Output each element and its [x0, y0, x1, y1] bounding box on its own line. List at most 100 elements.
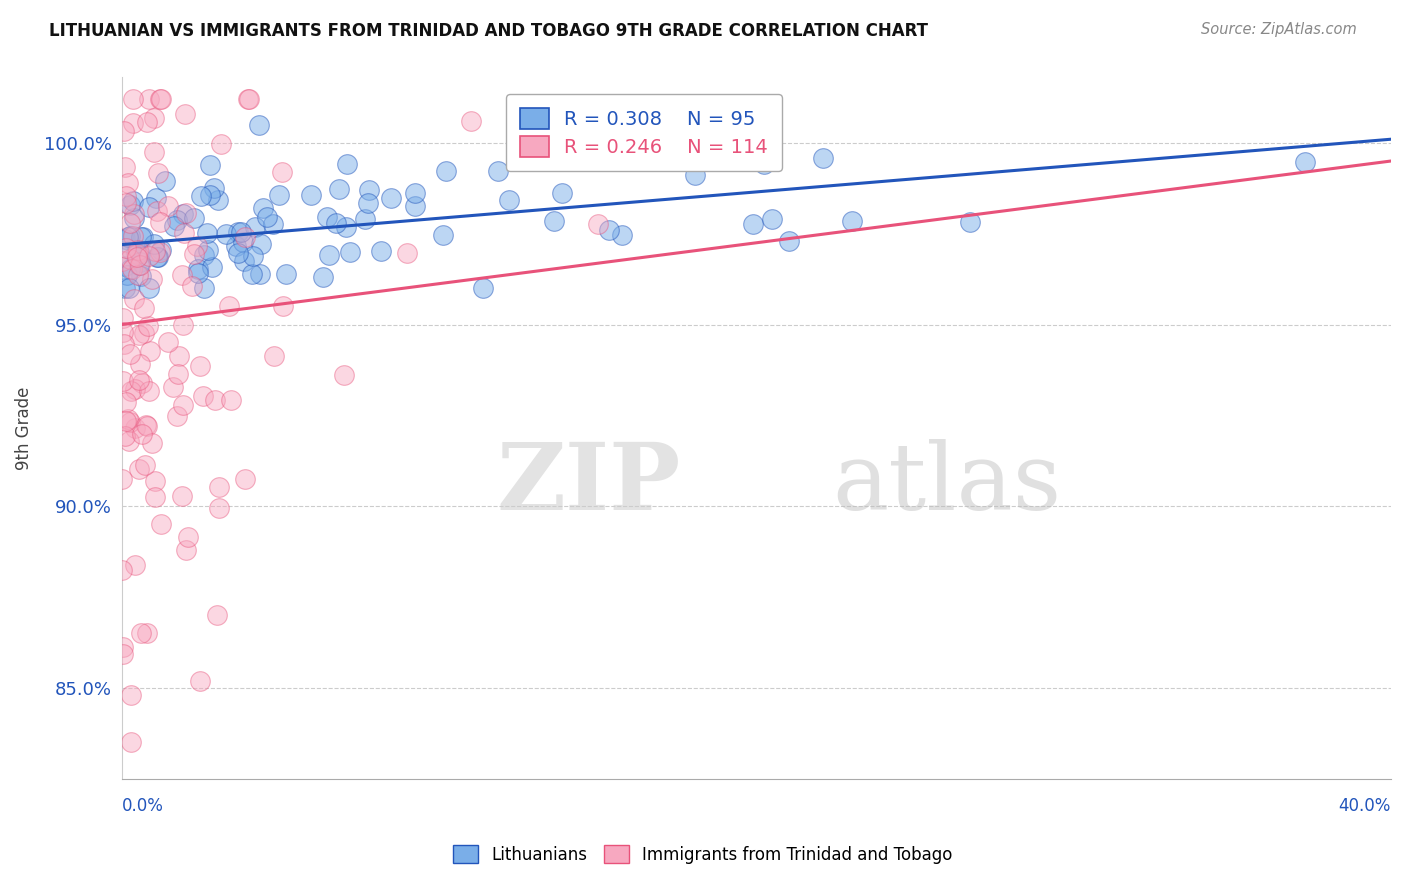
Point: [226, 245, 249, 260]
Point: [128, 372, 150, 386]
Point: [586, 217, 609, 231]
Point: [173, 226, 195, 240]
Point: [112, 325, 135, 339]
Point: [181, 279, 204, 293]
Point: [311, 269, 333, 284]
Point: [186, 239, 208, 253]
Point: [111, 647, 134, 661]
Point: [114, 429, 136, 443]
Point: [117, 176, 139, 190]
Point: [118, 281, 141, 295]
Point: [141, 436, 163, 450]
Point: [135, 115, 157, 129]
Point: [183, 247, 205, 261]
Point: [163, 219, 186, 234]
Point: [190, 189, 212, 203]
Point: [129, 247, 152, 261]
Point: [354, 211, 377, 226]
Point: [129, 625, 152, 640]
Point: [128, 255, 150, 269]
Point: [333, 368, 356, 382]
Point: [138, 92, 160, 106]
Point: [149, 92, 172, 106]
Point: [249, 268, 271, 282]
Point: [166, 409, 188, 423]
Point: [231, 225, 253, 239]
Point: [238, 92, 260, 106]
Point: [127, 250, 149, 264]
Point: [114, 196, 136, 211]
Point: [204, 393, 226, 408]
Point: [380, 191, 402, 205]
Point: [432, 227, 454, 242]
Text: 40.0%: 40.0%: [1339, 797, 1391, 815]
Point: [136, 418, 159, 433]
Point: [761, 211, 783, 226]
Point: [208, 501, 231, 516]
Point: [120, 243, 142, 257]
Point: [114, 260, 136, 274]
Point: [201, 260, 224, 274]
Point: [754, 157, 776, 171]
Point: [148, 244, 170, 259]
Point: [121, 194, 143, 209]
Point: [335, 220, 357, 235]
Point: [318, 248, 340, 262]
Point: [193, 281, 215, 295]
Point: [141, 271, 163, 285]
Point: [122, 116, 145, 130]
Point: [136, 626, 159, 640]
Point: [138, 343, 160, 358]
Point: [316, 210, 339, 224]
Point: [115, 241, 138, 255]
Point: [247, 118, 270, 132]
Point: [157, 335, 180, 350]
Point: [188, 673, 211, 688]
Point: [114, 281, 136, 295]
Point: [238, 92, 260, 106]
Point: [263, 349, 285, 363]
Point: [118, 229, 141, 244]
Point: [134, 301, 156, 315]
Point: [143, 145, 166, 159]
Point: [176, 206, 198, 220]
Point: [209, 137, 232, 152]
Point: [778, 234, 800, 248]
Point: [128, 328, 150, 343]
Point: [112, 123, 135, 137]
Point: [273, 299, 295, 313]
Point: [187, 266, 209, 280]
Point: [242, 249, 264, 263]
Point: [112, 337, 135, 351]
Point: [127, 244, 149, 258]
Point: [118, 415, 141, 429]
Point: [138, 281, 160, 295]
Point: [135, 417, 157, 432]
Point: [131, 268, 153, 283]
Point: [149, 214, 172, 228]
Point: [124, 558, 146, 572]
Point: [486, 163, 509, 178]
Point: [111, 472, 134, 486]
Point: [128, 357, 150, 371]
Point: [336, 156, 359, 170]
Point: [111, 374, 134, 388]
Point: [683, 168, 706, 182]
Point: [131, 230, 153, 244]
Point: [233, 254, 256, 268]
Point: [215, 227, 238, 241]
Point: [498, 193, 520, 207]
Point: [145, 203, 167, 218]
Point: [610, 228, 633, 243]
Point: [434, 163, 457, 178]
Point: [142, 112, 165, 126]
Text: Source: ZipAtlas.com: Source: ZipAtlas.com: [1201, 22, 1357, 37]
Point: [472, 281, 495, 295]
Point: [226, 225, 249, 239]
Point: [120, 262, 142, 277]
Point: [841, 214, 863, 228]
Point: [156, 199, 179, 213]
Point: [111, 254, 134, 268]
Point: [131, 230, 153, 244]
Point: [198, 158, 221, 172]
